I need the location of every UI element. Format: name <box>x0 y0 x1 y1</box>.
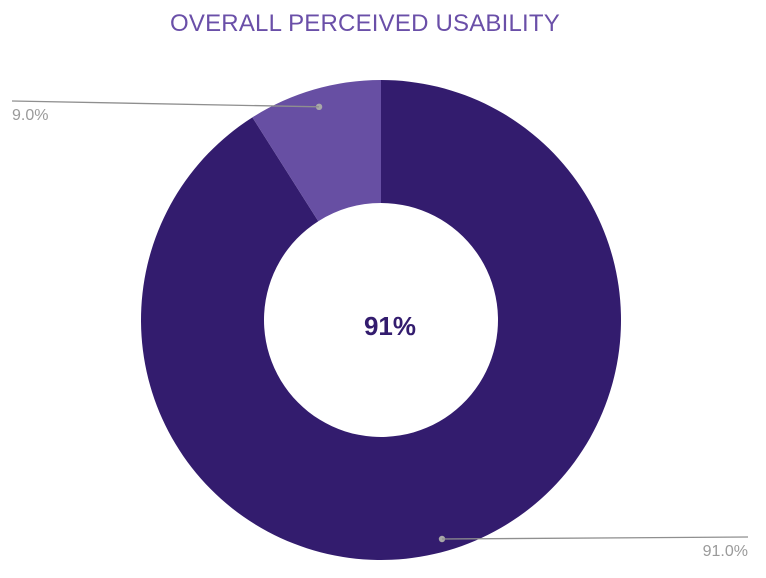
slice-1 <box>252 80 381 222</box>
leader-lines-group: 91.0% 9.0% <box>11 100 749 560</box>
leader-line-1 <box>11 100 320 108</box>
slice-0 <box>141 80 622 560</box>
chart-title: OVERALL PERCEIVED USABILITY <box>170 10 560 37</box>
slice-label-1: 9.0% <box>12 107 48 124</box>
slice-label-0: 91.0% <box>703 543 748 560</box>
center-label: 91% <box>364 311 416 341</box>
leader-line-0 <box>441 536 749 540</box>
slices-group <box>141 80 622 560</box>
